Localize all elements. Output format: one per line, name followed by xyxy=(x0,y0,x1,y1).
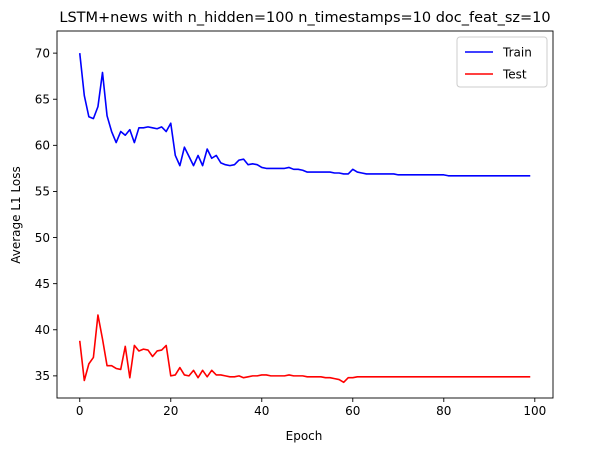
x-tick-label: 60 xyxy=(345,404,360,418)
x-tick-label: 40 xyxy=(254,404,269,418)
y-tick-label: 70 xyxy=(35,46,50,60)
plot-frame xyxy=(56,30,554,399)
legend-label-test: Test xyxy=(502,67,527,81)
y-axis-label: Average L1 Loss xyxy=(9,166,23,264)
y-tick-label: 40 xyxy=(35,323,50,337)
series-line-test xyxy=(78,314,531,384)
x-tick-label: 80 xyxy=(436,404,451,418)
legend: Train Test xyxy=(456,36,548,88)
y-axis: 35 40 45 50 55 60 65 70 xyxy=(35,46,57,383)
y-tick-label: 55 xyxy=(35,185,50,199)
series-line-train xyxy=(78,53,531,177)
y-tick-label: 35 xyxy=(35,369,50,383)
y-tick-label: 60 xyxy=(35,139,50,153)
chart-title: LSTM+news with n_hidden=100 n_timestamps… xyxy=(59,10,550,26)
y-tick-label: 65 xyxy=(35,92,50,106)
x-axis-label: Epoch xyxy=(286,429,323,443)
y-tick-label: 50 xyxy=(35,231,50,245)
legend-label-train: Train xyxy=(502,45,532,59)
plot-area xyxy=(56,30,554,399)
x-tick-label: 20 xyxy=(163,404,178,418)
y-tick-label: 45 xyxy=(35,277,50,291)
x-tick-label: 0 xyxy=(76,404,84,418)
x-axis: 0 20 40 60 80 100 xyxy=(76,398,546,418)
x-tick-label: 100 xyxy=(523,404,546,418)
legend-box xyxy=(456,36,548,88)
